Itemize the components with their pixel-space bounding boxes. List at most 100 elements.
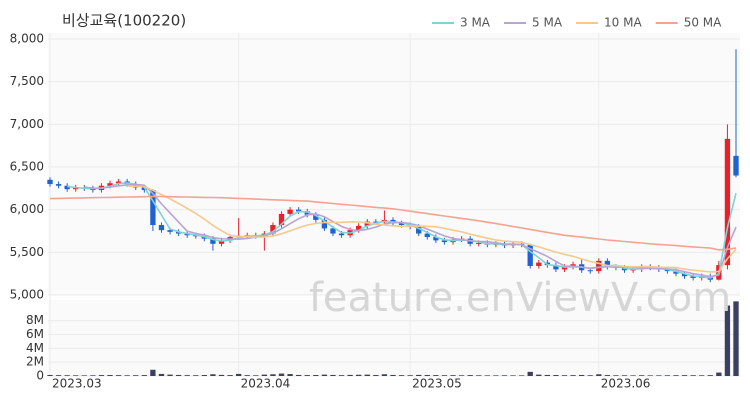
volume-bar: [73, 375, 79, 376]
candle-body: [73, 187, 79, 190]
candle-body: [398, 223, 405, 226]
candle-body: [47, 179, 53, 185]
volume-bar: [381, 374, 388, 376]
volume-bar: [201, 375, 208, 376]
volume-bar: [501, 375, 508, 376]
candle-body: [141, 187, 147, 191]
volume-bar: [235, 373, 242, 376]
volume-bar: [270, 374, 276, 376]
volume-bar: [441, 375, 448, 376]
volume-bar: [115, 375, 122, 376]
volume-bar: [338, 375, 345, 376]
volume-bar: [124, 375, 130, 376]
volume-bar: [304, 375, 310, 376]
volume-bar: [244, 375, 250, 376]
candle-body: [313, 214, 319, 220]
candle-body: [278, 213, 285, 226]
y-tick-label: 6,000: [10, 202, 44, 216]
volume-bar: [373, 375, 379, 376]
volume-bar: [630, 375, 636, 376]
volume-tick-label: 8M: [26, 313, 44, 327]
candle-body: [733, 155, 739, 176]
volume-bar: [296, 374, 302, 376]
candle-body: [690, 276, 696, 278]
volume-bar: [193, 375, 199, 376]
candle-body: [158, 225, 165, 231]
volume-bar: [518, 375, 525, 376]
candle-body: [338, 233, 345, 236]
volume-bar: [681, 375, 688, 376]
candle-body: [107, 183, 113, 186]
volume-bar: [158, 373, 165, 376]
candle-body: [304, 211, 310, 215]
volume-bar: [210, 374, 216, 376]
candle-body: [724, 138, 731, 266]
candle-body: [553, 265, 559, 270]
volume-tick-label: 2M: [26, 355, 44, 369]
volume-bar: [467, 375, 473, 376]
volume-bar: [253, 375, 259, 376]
y-tick-label: 7,000: [10, 117, 44, 131]
volume-bar: [433, 375, 439, 376]
volume-bar: [673, 375, 679, 376]
volume-bar: [733, 301, 739, 376]
candle-body: [681, 273, 688, 277]
volume-bar: [621, 375, 628, 376]
volume-bar: [98, 375, 105, 376]
volume-bar: [570, 375, 576, 376]
volume-bar: [493, 375, 499, 376]
volume-bar: [527, 371, 533, 376]
volume-bar: [184, 375, 190, 376]
candle-body: [167, 230, 173, 232]
y-tick-label: 7,500: [10, 74, 44, 88]
candle-body: [441, 240, 448, 243]
volume-bar: [553, 375, 559, 376]
volume-bar: [227, 375, 233, 376]
candle-body: [330, 228, 336, 234]
volume-bar: [141, 375, 147, 376]
candle-body: [673, 271, 679, 274]
volume-bar: [107, 375, 113, 376]
candle-body: [356, 225, 362, 231]
candle-body: [433, 236, 439, 241]
volume-bar: [416, 374, 422, 376]
legend-label: 5 MA: [532, 16, 563, 30]
candle-body: [321, 219, 328, 229]
y-tick-label: 5,500: [10, 245, 44, 259]
volume-bar: [81, 375, 87, 376]
volume-bar: [699, 375, 705, 376]
candle-body: [373, 221, 379, 223]
volume-bar: [175, 374, 182, 376]
x-tick-label: 2023.06: [601, 377, 651, 391]
x-tick-label: 2023.04: [241, 377, 291, 391]
volume-bar: [321, 374, 328, 376]
volume-bar: [167, 374, 173, 376]
volume-bar: [476, 375, 482, 376]
volume-bar: [536, 374, 542, 376]
y-tick-label: 8,000: [10, 31, 44, 45]
candle-body: [476, 242, 482, 244]
volume-bar: [424, 375, 430, 376]
volume-bar: [707, 375, 713, 376]
volume-bar: [278, 373, 285, 376]
candle-body: [287, 209, 293, 214]
candle-body: [270, 225, 276, 234]
candle-body: [296, 209, 302, 212]
legend-label: 3 MA: [460, 16, 491, 30]
volume-bar: [47, 374, 53, 376]
volume-bar: [587, 375, 593, 376]
candle-body: [218, 240, 225, 244]
volume-bar: [261, 374, 268, 376]
candle-body: [596, 260, 602, 272]
candle-body: [364, 221, 370, 226]
volume-bar: [150, 369, 156, 376]
volume-bar: [133, 375, 139, 376]
volume-bar: [561, 375, 568, 376]
volume-bar: [347, 374, 353, 376]
candle-body: [561, 266, 568, 270]
volume-bar: [484, 375, 490, 376]
ma-line: [49, 195, 737, 251]
y-tick-label: 5,000: [10, 288, 44, 302]
candle-body: [55, 184, 62, 186]
